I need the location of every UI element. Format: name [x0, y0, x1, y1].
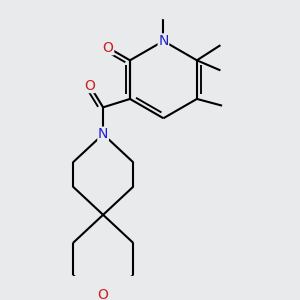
Text: N: N	[98, 127, 108, 141]
Text: O: O	[98, 288, 109, 300]
Text: O: O	[84, 79, 95, 92]
Text: N: N	[158, 34, 169, 48]
Text: O: O	[103, 41, 114, 55]
